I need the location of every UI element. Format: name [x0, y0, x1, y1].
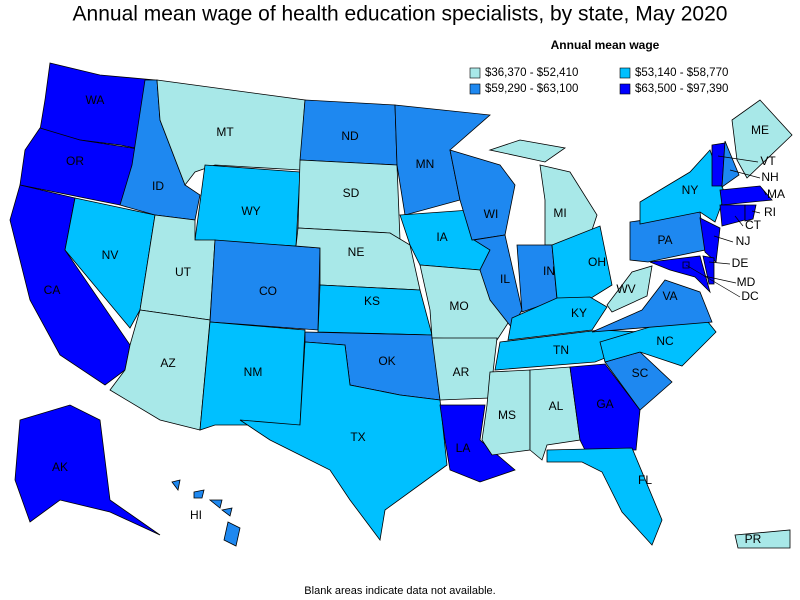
state-label: IL — [500, 272, 510, 286]
state — [171, 479, 241, 547]
state — [64, 197, 156, 329]
state-label: VA — [662, 289, 677, 303]
state-label: AL — [549, 399, 564, 413]
state-label: AR — [453, 365, 470, 379]
state-label: MS — [498, 408, 516, 422]
state-label: WA — [86, 93, 105, 107]
state-label: KS — [364, 294, 380, 308]
state-label: WY — [241, 204, 260, 218]
state-label: FL — [638, 473, 652, 487]
state-label: WI — [484, 207, 499, 221]
state-label: SD — [343, 186, 360, 200]
legend-title: Annual mean wage — [551, 38, 660, 52]
state-label: DE — [732, 256, 749, 270]
state-label: UT — [175, 265, 192, 279]
state-label: MA — [767, 187, 785, 201]
state-label: NH — [761, 170, 778, 184]
state-label: MI — [553, 206, 566, 220]
state-label: SC — [632, 366, 649, 380]
state-label: CA — [44, 283, 61, 297]
state — [39, 62, 156, 151]
state-label: IA — [436, 230, 447, 244]
state — [239, 341, 448, 541]
legend-label: $59,290 - $63,100 — [485, 83, 578, 95]
state-label: NC — [656, 334, 674, 348]
state-label: IN — [543, 264, 555, 278]
state — [744, 204, 757, 222]
state-label: TN — [553, 343, 569, 357]
state-label: MD — [737, 275, 756, 289]
state — [719, 204, 746, 227]
legend-swatch — [469, 67, 481, 79]
legend-swatch — [619, 83, 631, 95]
legend-label: $63,500 - $97,390 — [635, 83, 728, 95]
state-label: ME — [751, 123, 769, 137]
state-label: CT — [745, 218, 762, 232]
state-label: NE — [348, 245, 365, 259]
leader-line — [734, 215, 744, 227]
leader-line — [717, 155, 759, 163]
leader-line — [685, 264, 741, 298]
state-label: MT — [216, 125, 234, 139]
state-label: PA — [657, 233, 672, 247]
state-label: KY — [571, 306, 587, 320]
legend-swatch — [469, 83, 481, 95]
state — [551, 225, 613, 301]
state — [569, 363, 641, 451]
state-label: DC — [741, 289, 759, 303]
state — [734, 529, 791, 549]
state — [507, 296, 608, 341]
state-label: AZ — [160, 356, 175, 370]
state-label: OH — [588, 255, 606, 269]
state — [606, 265, 653, 313]
state-label: GA — [596, 397, 613, 411]
state — [719, 185, 773, 206]
state-label: ID — [152, 179, 164, 193]
leader-line — [751, 210, 761, 214]
state-label: MO — [449, 299, 468, 313]
state — [472, 234, 523, 329]
leader-line — [763, 190, 767, 196]
state-label: ND — [341, 129, 359, 143]
leader-line — [708, 261, 731, 265]
legend-label: $36,370 - $52,410 — [485, 67, 578, 79]
state-label: VT — [760, 154, 776, 168]
state-label: TX — [350, 430, 365, 444]
state-label: NV — [102, 248, 119, 262]
state-label: AK — [52, 460, 68, 474]
state-label: HI — [190, 508, 202, 522]
state — [649, 255, 711, 294]
state — [546, 447, 663, 546]
footnote: Blank areas indicate data not available. — [304, 585, 495, 597]
state — [317, 284, 433, 336]
state — [702, 255, 715, 285]
map-title: Annual mean wage of health education spe… — [73, 3, 728, 26]
state — [699, 217, 721, 263]
state — [731, 99, 793, 179]
state-label: WV — [616, 282, 635, 296]
state-label: CO — [259, 284, 277, 298]
state-label: NJ — [736, 234, 751, 248]
state-label: OK — [378, 354, 395, 368]
state — [439, 404, 516, 483]
state-label: OR — [66, 154, 84, 168]
leader-line — [713, 235, 734, 243]
leader-line — [729, 169, 761, 179]
state-label: LA — [456, 441, 471, 455]
state — [591, 279, 713, 333]
state-label: MN — [416, 157, 435, 171]
state-label: NM — [244, 365, 263, 379]
leader-line — [703, 275, 737, 284]
legend-label: $53,140 - $58,770 — [635, 67, 728, 79]
state-label: RI — [764, 205, 776, 219]
legend-swatch — [619, 67, 631, 79]
state-label: NY — [682, 183, 699, 197]
state — [14, 404, 161, 536]
state-label: PR — [745, 532, 762, 546]
